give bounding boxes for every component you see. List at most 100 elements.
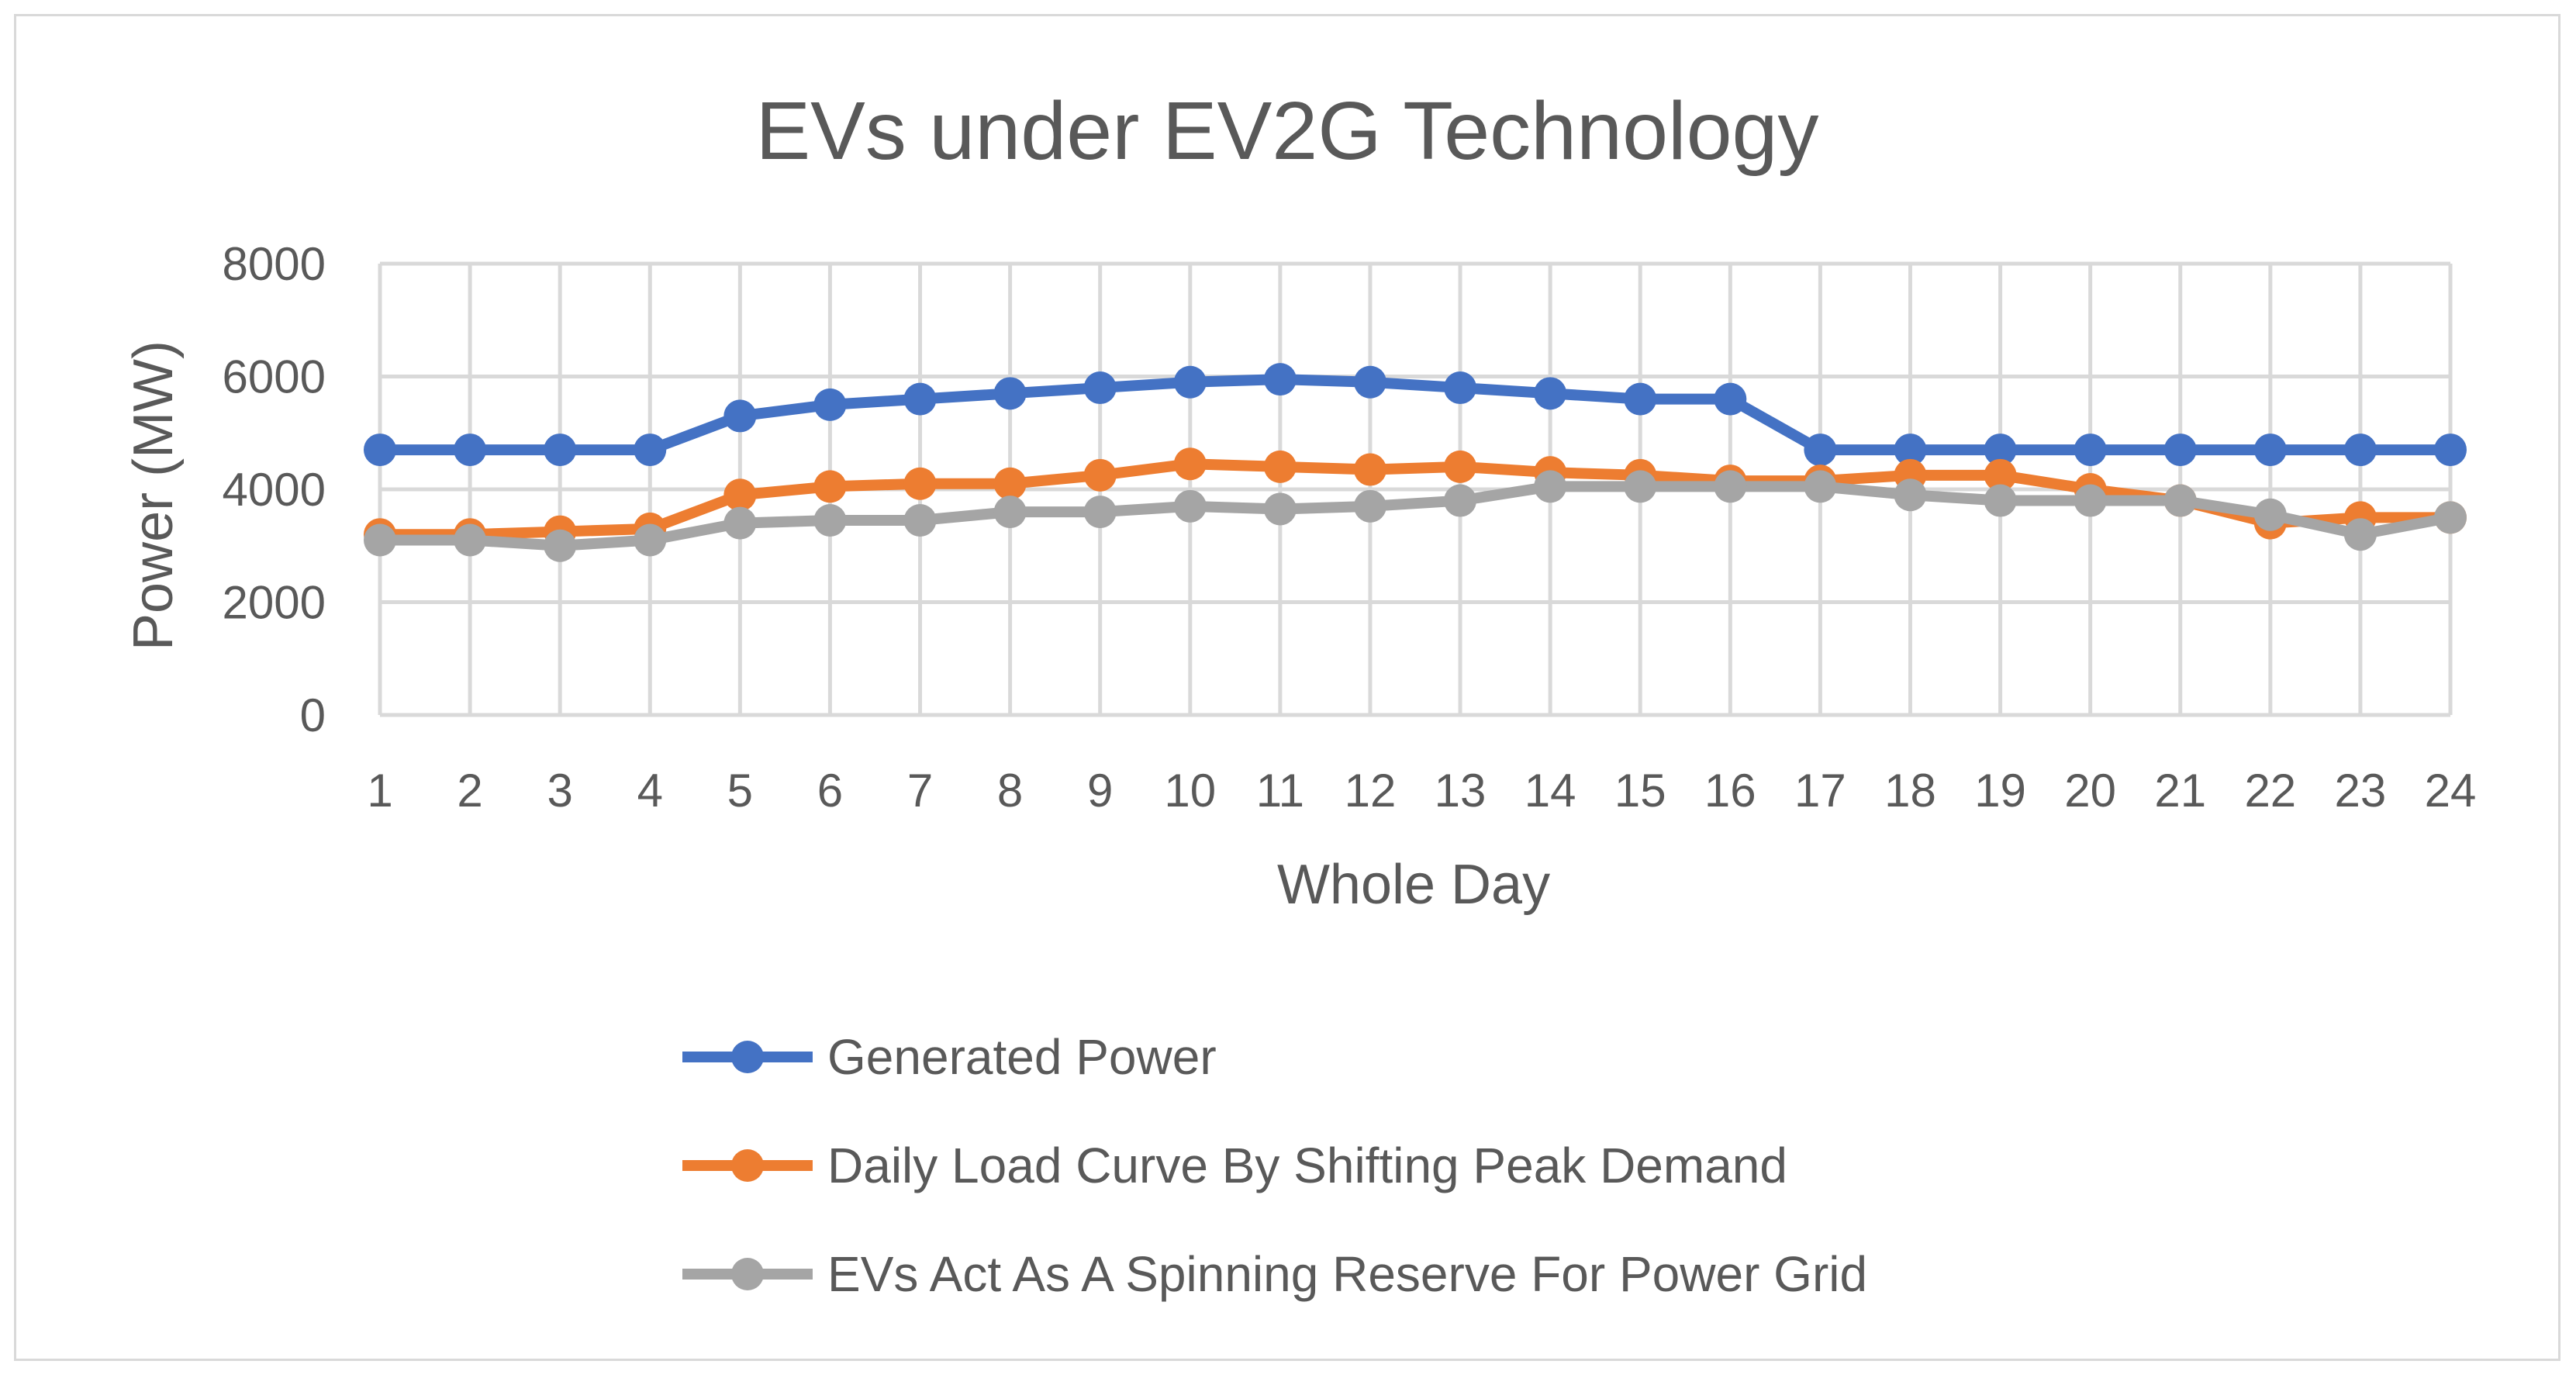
data-point xyxy=(1714,470,1747,503)
data-point xyxy=(2163,484,2197,517)
legend-item: Generated Power xyxy=(682,1029,1217,1085)
data-point xyxy=(364,433,396,467)
x-tick-label: 18 xyxy=(1884,765,1936,817)
data-point xyxy=(1534,470,1567,503)
x-tick-label: 23 xyxy=(2335,765,2387,817)
data-point xyxy=(1263,450,1297,483)
x-tick-label: 9 xyxy=(1087,765,1113,817)
x-tick-labels: 1 2 3 4 5 6 7 8 9 10 11 12 13 14 15 16 17 18 19 20 21 22 23 24 xyxy=(367,765,2476,817)
data-point xyxy=(1353,453,1386,486)
data-point xyxy=(2074,433,2107,467)
data-point xyxy=(2434,501,2467,534)
x-tick-label: 17 xyxy=(1794,765,1846,817)
x-tick-label: 16 xyxy=(1704,765,1756,817)
data-point xyxy=(454,433,487,467)
x-tick-label: 5 xyxy=(727,765,753,817)
data-point xyxy=(2253,433,2287,467)
data-point xyxy=(544,433,577,467)
chart-frame xyxy=(14,14,2560,1361)
x-tick-label: 6 xyxy=(817,765,843,817)
data-point xyxy=(993,496,1027,529)
y-tick-labels: 0 2000 4000 6000 8000 xyxy=(223,238,326,741)
data-point xyxy=(2434,433,2467,467)
data-point xyxy=(993,377,1027,410)
data-point xyxy=(1804,433,1837,467)
x-tick-label: 3 xyxy=(547,765,572,817)
data-point xyxy=(813,388,847,421)
data-point xyxy=(454,523,487,557)
data-point xyxy=(544,529,577,562)
data-point xyxy=(1173,365,1207,399)
gridlines xyxy=(378,261,2453,717)
y-tick-label: 2000 xyxy=(223,577,326,629)
x-tick-label: 24 xyxy=(2425,765,2477,817)
data-point xyxy=(1444,371,1477,405)
data-point xyxy=(1083,371,1117,405)
data-point xyxy=(1173,489,1207,523)
series-line xyxy=(380,374,2450,456)
data-point xyxy=(364,523,396,557)
x-tick-label: 4 xyxy=(637,765,663,817)
x-tick-label: 19 xyxy=(1974,765,2026,817)
data-point xyxy=(903,382,937,416)
x-tick-label: 12 xyxy=(1345,765,1397,817)
legend-swatch-marker xyxy=(731,1041,764,1073)
data-point xyxy=(1083,496,1117,529)
data-point xyxy=(2163,433,2197,467)
x-tick-label: 1 xyxy=(367,765,392,817)
data-point xyxy=(1894,433,1927,467)
y-tick-label: 6000 xyxy=(223,351,326,403)
data-point xyxy=(1083,458,1117,492)
x-axis-label: Whole Day xyxy=(1277,854,1550,916)
x-tick-label: 7 xyxy=(907,765,933,817)
data-point xyxy=(1984,458,2017,492)
data-point xyxy=(1353,489,1386,523)
y-tick-label: 8000 xyxy=(223,238,326,290)
x-tick-label: 15 xyxy=(1614,765,1666,817)
data-point xyxy=(1444,450,1477,483)
x-tick-label: 10 xyxy=(1164,765,1216,817)
data-point xyxy=(1624,382,1657,416)
data-point xyxy=(813,504,847,537)
legend-swatch-marker xyxy=(731,1258,764,1290)
data-point xyxy=(2343,433,2377,467)
x-tick-label: 22 xyxy=(2244,765,2296,817)
data-point xyxy=(2253,498,2287,531)
x-tick-label: 11 xyxy=(1256,765,1304,817)
x-tick-label: 14 xyxy=(1525,765,1576,817)
data-point xyxy=(634,433,667,467)
data-point xyxy=(723,399,757,433)
series-layer xyxy=(364,363,2467,562)
x-tick-label: 8 xyxy=(997,765,1023,817)
y-tick-label: 0 xyxy=(300,689,326,741)
data-point xyxy=(1263,363,1297,396)
legend-label: Generated Power xyxy=(827,1029,1217,1085)
data-point xyxy=(1984,484,2017,517)
y-tick-label: 4000 xyxy=(223,464,326,516)
x-tick-label: 13 xyxy=(1435,765,1487,817)
data-point xyxy=(1804,470,1837,503)
x-tick-label: 2 xyxy=(457,765,482,817)
data-point xyxy=(1894,478,1927,512)
chart-title: EVs under EV2G Technology xyxy=(755,85,1818,177)
series-1 xyxy=(364,363,2467,467)
data-point xyxy=(903,504,937,537)
data-point xyxy=(723,478,757,512)
data-point xyxy=(1984,433,2017,467)
data-point xyxy=(993,467,1027,500)
x-tick-label: 20 xyxy=(2064,765,2116,817)
legend-swatch-marker xyxy=(731,1149,764,1182)
x-tick-label: 21 xyxy=(2154,765,2206,817)
data-point xyxy=(2343,518,2377,551)
data-point xyxy=(1624,470,1657,503)
legend-item: EVs Act As A Spinning Reserve For Power … xyxy=(682,1246,1867,1302)
y-axis-label: Power (MW) xyxy=(123,340,185,651)
data-point xyxy=(1263,492,1297,526)
data-point xyxy=(1534,377,1567,410)
data-point xyxy=(903,467,937,500)
legend-label: EVs Act As A Spinning Reserve For Power … xyxy=(827,1246,1867,1302)
legend-label: Daily Load Curve By Shifting Peak Demand xyxy=(827,1138,1787,1193)
series-3 xyxy=(364,470,2467,562)
data-point xyxy=(2074,484,2107,517)
